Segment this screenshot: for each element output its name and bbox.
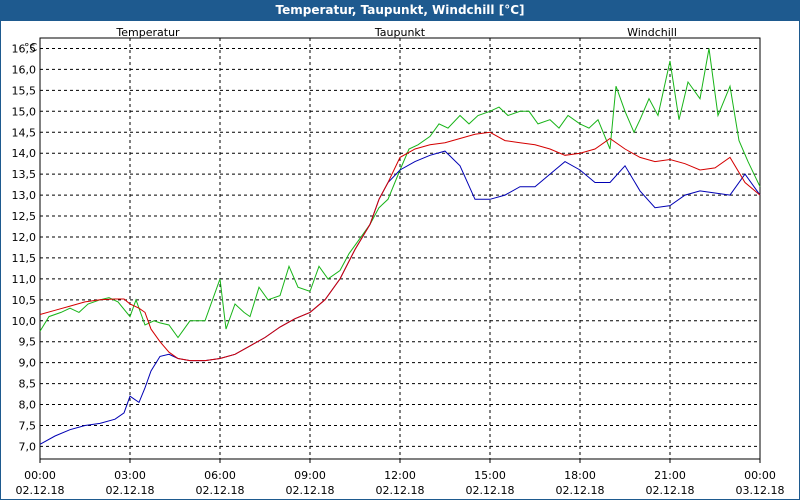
y-tick-label: 7,5 (19, 419, 37, 432)
legend-entry-windchill: Windchill (627, 26, 677, 39)
x-tick-date: 02.12.18 (196, 484, 245, 497)
y-tick-label: 16,5 (12, 42, 37, 55)
chart-title: Temperatur, Taupunkt, Windchill [°C] (0, 0, 800, 20)
x-tick-date: 02.12.18 (466, 484, 515, 497)
x-tick-time: 00:00 (24, 469, 56, 482)
series-line-windchill (39, 48, 761, 339)
y-tick-label: 12,5 (12, 210, 37, 223)
x-tick-time: 18:00 (564, 469, 596, 482)
y-tick-label: 15,0 (12, 105, 37, 118)
legend-entry-temperatur: Temperatur (115, 26, 180, 39)
series-line-temperatur (39, 131, 761, 362)
y-tick-label: 16,0 (12, 63, 37, 76)
x-axis-ticks: 00:00 02.12.18 03:00 02.12.18 06:00 02.12.18 0… (16, 459, 785, 497)
y-tick-label: 9,0 (19, 357, 37, 370)
legend-entry-taupunkt: Taupunkt (374, 26, 426, 39)
y-tick-label: 8,5 (19, 378, 37, 391)
y-tick-label: 13,5 (12, 168, 37, 181)
y-axis-unit: °C (24, 41, 38, 54)
y-tick-label: 11,0 (12, 273, 37, 286)
y-tick-label: 12,0 (12, 231, 37, 244)
x-tick-time: 06:00 (204, 469, 236, 482)
x-tick-time: 21:00 (654, 469, 686, 482)
x-tick-time: 12:00 (384, 469, 416, 482)
y-axis-ticks: 7,0 7,5 8,0 8,5 9,0 9,5 10,0 10,5 11,0 11,5 12,0 12… (12, 42, 37, 453)
series (39, 48, 761, 445)
x-tick-date: 02.12.18 (556, 484, 605, 497)
y-tick-label: 7,0 (19, 440, 37, 453)
y-tick-label: 14,0 (12, 147, 37, 160)
x-tick-time: 15:00 (474, 469, 506, 482)
x-tick-date: 03.12.18 (736, 484, 785, 497)
grid-lines (40, 38, 760, 459)
x-tick-date: 02.12.18 (646, 484, 695, 497)
y-tick-label: 9,5 (19, 336, 37, 349)
y-tick-label: 10,5 (12, 294, 37, 307)
y-tick-label: 8,0 (19, 399, 37, 412)
y-tick-label: 10,0 (12, 315, 37, 328)
x-tick-time: 03:00 (114, 469, 146, 482)
y-tick-label: 13,0 (12, 189, 37, 202)
legend: Temperatur Taupunkt Windchill (115, 26, 677, 39)
y-tick-label: 14,5 (12, 126, 37, 139)
x-tick-time: 00:00 (744, 469, 776, 482)
line-chart: 7,0 7,5 8,0 8,5 9,0 9,5 10,0 10,5 11,0 11,5 12,0 12… (12, 26, 785, 497)
x-tick-time: 09:00 (294, 469, 326, 482)
y-tick-label: 15,5 (12, 84, 37, 97)
x-tick-date: 02.12.18 (376, 484, 425, 497)
x-tick-date: 02.12.18 (106, 484, 155, 497)
x-tick-date: 02.12.18 (16, 484, 65, 497)
y-tick-label: 11,5 (12, 252, 37, 265)
x-tick-date: 02.12.18 (286, 484, 335, 497)
